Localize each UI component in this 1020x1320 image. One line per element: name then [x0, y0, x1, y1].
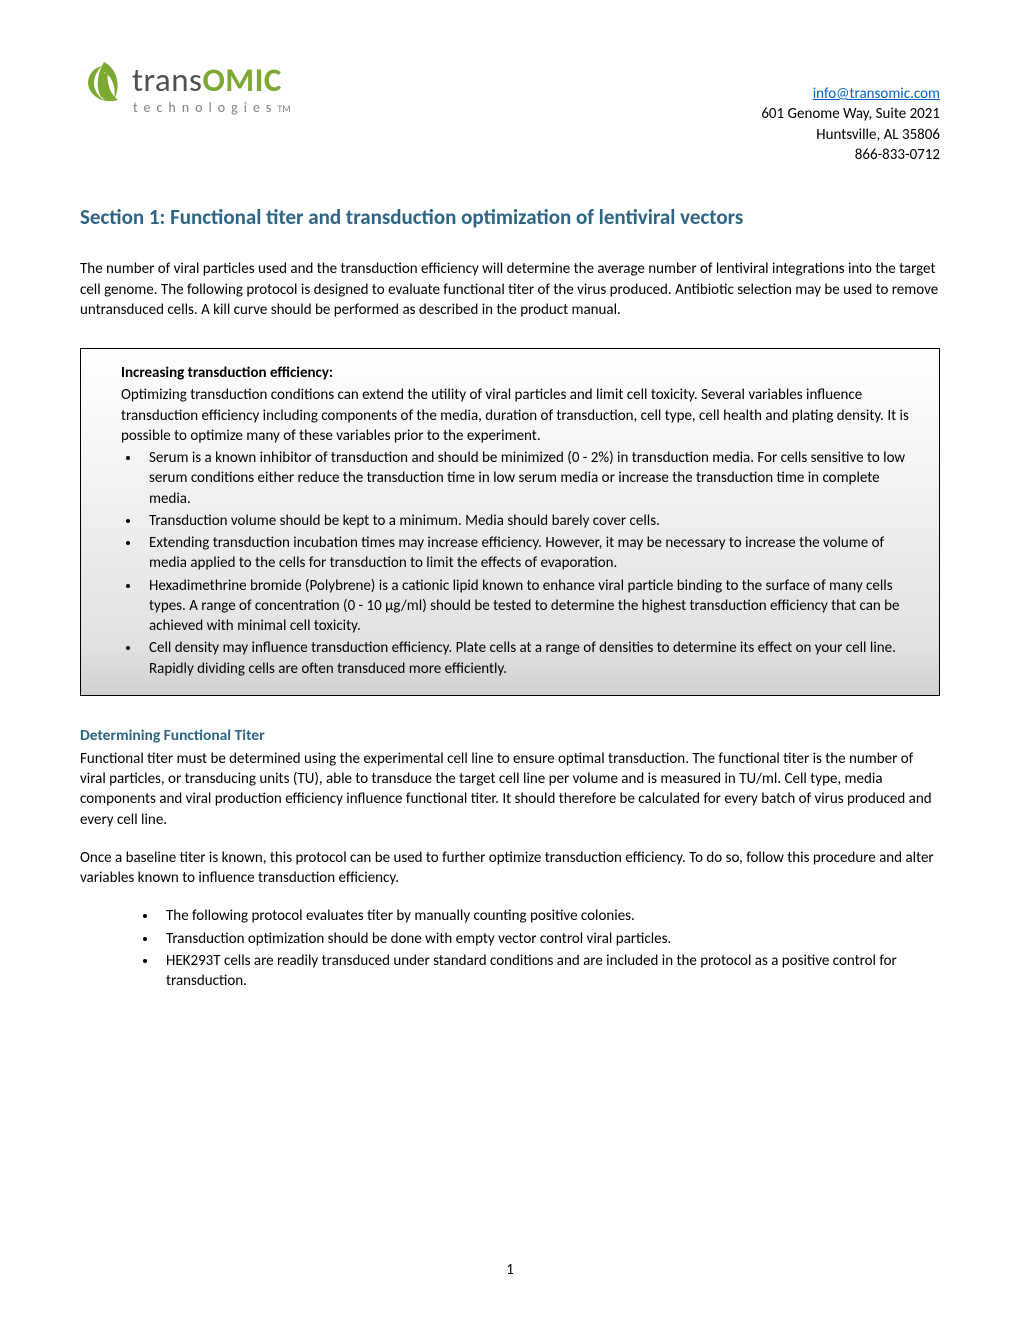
contact-email-link[interactable]: info@transomic.com: [813, 85, 940, 103]
company-logo: transOMIC technologiesTM: [80, 60, 291, 118]
logo-word-trans: trans: [132, 64, 202, 97]
list-item: Serum is a known inhibitor of transducti…: [141, 448, 917, 509]
tips-list: Serum is a known inhibitor of transducti…: [141, 448, 917, 679]
list-item: Cell density may influence transduction …: [141, 638, 917, 679]
tips-title: Increasing transduction efficiency:: [121, 363, 917, 383]
logo-word-omic: OMIC: [202, 64, 281, 97]
page-number: 1: [0, 1260, 1020, 1280]
determining-para-2: Once a baseline titer is known, this pro…: [80, 848, 940, 889]
determining-para-1: Functional titer must be determined usin…: [80, 749, 940, 830]
contact-info: info@transomic.com 601 Genome Way, Suite…: [761, 60, 940, 165]
contact-phone: 866-833-0712: [855, 146, 940, 164]
section-title: Section 1: Functional titer and transduc…: [80, 203, 940, 231]
logo-text: transOMIC technologiesTM: [132, 64, 291, 115]
list-item: Hexadimethrine bromide (Polybrene) is a …: [141, 576, 917, 637]
contact-address-2: Huntsville, AL 35806: [816, 126, 940, 144]
list-item: HEK293T cells are readily transduced und…: [158, 951, 940, 992]
tips-box: Increasing transduction efficiency: Opti…: [80, 348, 940, 696]
logo-subtext-label: technologies: [133, 99, 277, 116]
list-item: Transduction optimization should be done…: [158, 929, 940, 949]
list-item: Transduction volume should be kept to a …: [141, 511, 917, 531]
page-header: transOMIC technologiesTM info@transomic.…: [80, 60, 940, 165]
intro-paragraph: The number of viral particles used and t…: [80, 259, 940, 320]
protocol-notes-list: The following protocol evaluates titer b…: [158, 906, 940, 991]
leaf-icon: [80, 60, 124, 118]
trademark: TM: [277, 102, 290, 115]
tips-intro: Optimizing transduction conditions can e…: [121, 385, 917, 446]
list-item: The following protocol evaluates titer b…: [158, 906, 940, 926]
contact-address-1: 601 Genome Way, Suite 2021: [761, 105, 940, 123]
subheading-determining: Determining Functional Titer: [80, 726, 940, 747]
logo-subtext: technologiesTM: [133, 101, 291, 115]
list-item: Extending transduction incubation times …: [141, 533, 917, 574]
